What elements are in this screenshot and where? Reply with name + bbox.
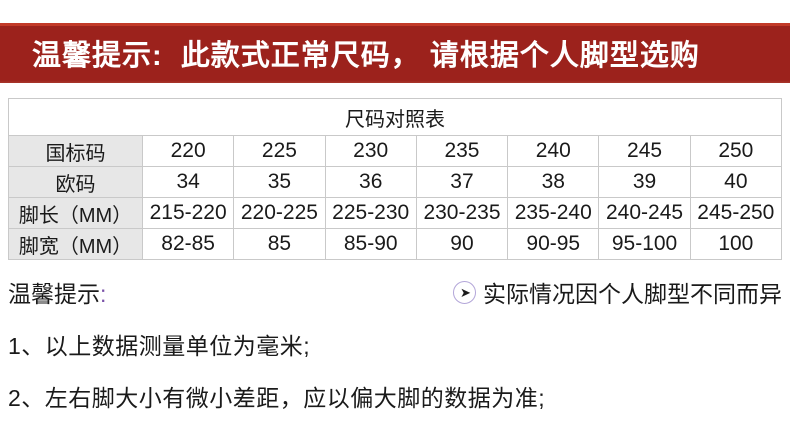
row-label: 脚宽（MM） xyxy=(8,228,143,260)
size-cell: 37 xyxy=(415,166,509,198)
size-cell: 100 xyxy=(689,228,783,260)
size-cell: 250 xyxy=(689,135,783,167)
tips-note-text: 实际情况因个人脚型不同而异 xyxy=(483,281,782,307)
tips-note: ➤ 实际情况因个人脚型不同而异 xyxy=(453,275,782,309)
size-cell: 82-85 xyxy=(141,228,235,260)
size-cell: 35 xyxy=(233,166,326,198)
size-cell: 245 xyxy=(598,135,691,167)
table-row-national-size: 国标码 220 225 230 235 240 245 250 xyxy=(8,135,783,167)
tips-label: 温馨提示: xyxy=(8,275,106,309)
tips-label-text: 温馨提示 xyxy=(8,281,100,307)
size-cell: 40 xyxy=(689,166,783,198)
size-cell: 225 xyxy=(233,135,326,167)
table-row-eu-size: 欧码 34 35 36 37 38 39 40 xyxy=(8,166,783,198)
size-cell: 36 xyxy=(324,166,417,198)
row-label: 欧码 xyxy=(8,166,143,198)
size-cell: 220-225 xyxy=(233,197,326,229)
size-cell: 85 xyxy=(233,228,326,260)
size-cell: 38 xyxy=(507,166,600,198)
size-cell: 230 xyxy=(324,135,417,167)
size-cell: 235 xyxy=(415,135,509,167)
size-cell: 90-95 xyxy=(507,228,600,260)
notice-banner-text: 温馨提示: 此款式正常尺码， 请根据个人脚型选购 xyxy=(32,40,700,72)
size-cell: 95-100 xyxy=(598,228,691,260)
tips-label-colon: : xyxy=(100,281,107,307)
table-title-row: 尺码对照表 xyxy=(8,98,782,136)
table-title: 尺码对照表 xyxy=(8,98,782,136)
notice-banner: 温馨提示: 此款式正常尺码， 请根据个人脚型选购 xyxy=(0,23,790,83)
size-cell: 90 xyxy=(415,228,509,260)
size-cell: 240 xyxy=(507,135,600,167)
row-label: 国标码 xyxy=(8,135,143,167)
tips-row: 温馨提示: ➤ 实际情况因个人脚型不同而异 xyxy=(8,275,782,309)
note-line-2: 2、左右脚大小有微小差距，应以偏大脚的数据为准; xyxy=(8,385,546,411)
size-cell: 220 xyxy=(141,135,235,167)
circle-arrow-right-icon: ➤ xyxy=(453,280,476,304)
size-cell: 225-230 xyxy=(324,197,417,229)
row-label: 脚长（MM） xyxy=(8,197,143,229)
size-cell: 215-220 xyxy=(141,197,235,229)
size-cell: 34 xyxy=(141,166,235,198)
size-cell: 245-250 xyxy=(689,197,783,229)
size-cell: 235-240 xyxy=(507,197,600,229)
size-cell: 85-90 xyxy=(324,228,417,260)
note-line-1: 1、以上数据测量单位为毫米; xyxy=(8,333,311,359)
size-cell: 39 xyxy=(598,166,691,198)
size-cell: 240-245 xyxy=(598,197,691,229)
size-cell: 230-235 xyxy=(415,197,509,229)
table-row-foot-length: 脚长（MM） 215-220 220-225 225-230 230-235 2… xyxy=(8,197,783,229)
size-comparison-table: 尺码对照表 国标码 220 225 230 235 240 245 250 欧码… xyxy=(8,98,783,260)
table-row-foot-width: 脚宽（MM） 82-85 85 85-90 90 90-95 95-100 10… xyxy=(8,228,783,260)
